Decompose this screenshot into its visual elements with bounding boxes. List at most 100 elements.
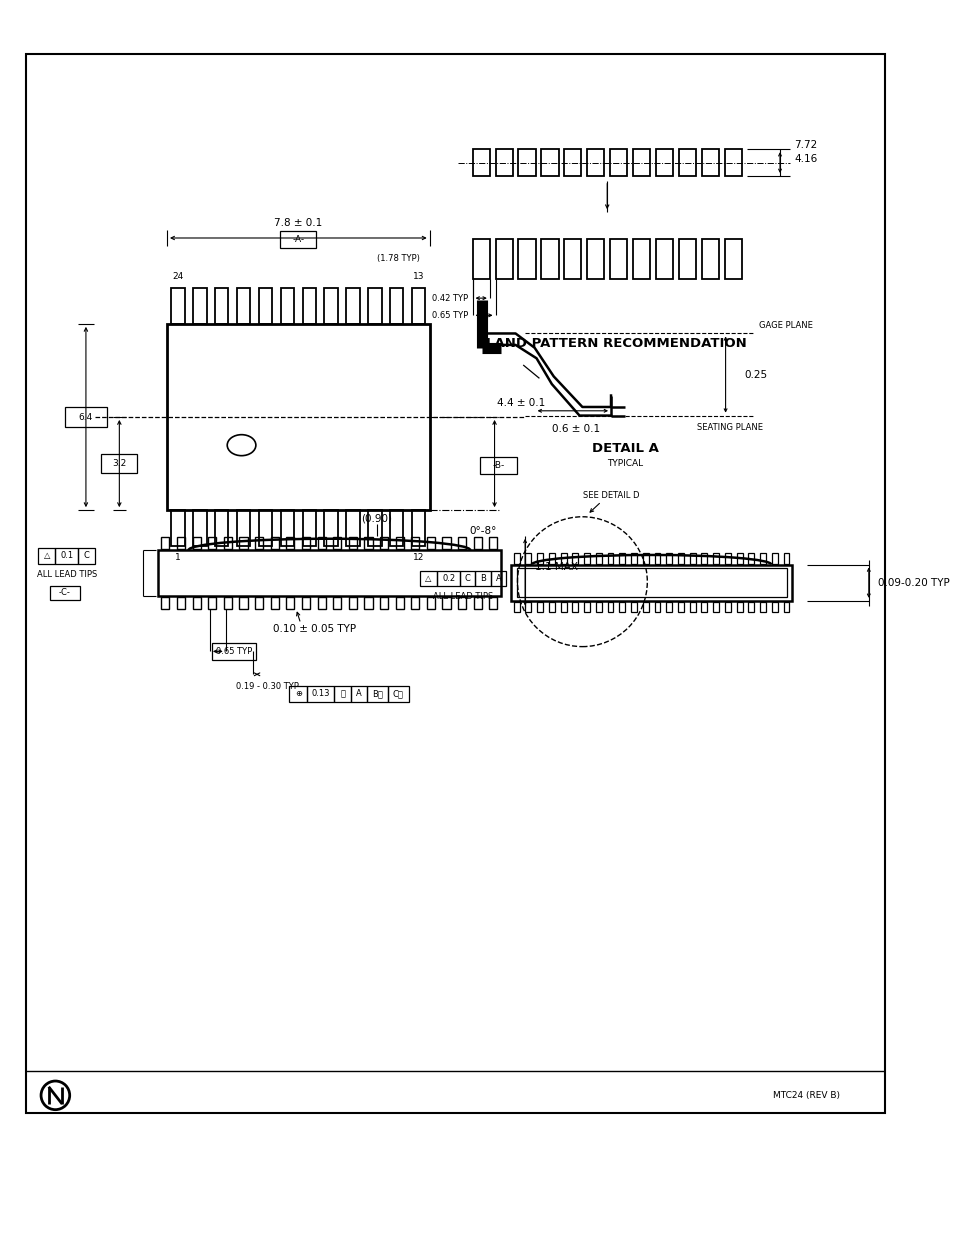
Bar bbox=[586, 149, 603, 175]
Bar bbox=[490, 572, 505, 587]
Bar bbox=[236, 510, 250, 546]
Text: 0.19 - 0.30 TYP: 0.19 - 0.30 TYP bbox=[235, 682, 298, 692]
Bar bbox=[537, 601, 542, 613]
Text: ALL LEAD TIPS: ALL LEAD TIPS bbox=[433, 593, 493, 601]
Bar bbox=[286, 597, 294, 609]
Bar bbox=[50, 585, 80, 600]
Bar bbox=[172, 510, 185, 546]
Bar bbox=[642, 553, 648, 563]
Bar bbox=[101, 454, 137, 473]
Bar bbox=[771, 601, 777, 613]
Bar bbox=[782, 601, 789, 613]
Bar bbox=[517, 238, 535, 279]
Bar bbox=[472, 149, 489, 175]
Bar bbox=[161, 597, 170, 609]
Bar bbox=[700, 553, 706, 563]
Bar bbox=[254, 537, 263, 550]
Bar bbox=[560, 553, 566, 563]
Bar bbox=[654, 553, 659, 563]
Bar bbox=[324, 510, 337, 546]
Bar bbox=[411, 597, 419, 609]
Bar bbox=[364, 537, 372, 550]
Bar bbox=[548, 553, 555, 563]
Text: DETAIL A: DETAIL A bbox=[591, 442, 659, 456]
Bar bbox=[654, 601, 659, 613]
Bar bbox=[516, 568, 786, 597]
Text: GAGE PLANE: GAGE PLANE bbox=[759, 321, 812, 330]
Bar bbox=[390, 288, 403, 324]
Bar bbox=[442, 597, 450, 609]
Text: 24: 24 bbox=[172, 272, 183, 280]
Bar bbox=[55, 548, 78, 563]
Bar bbox=[607, 601, 613, 613]
Bar bbox=[618, 553, 624, 563]
Text: 13: 13 bbox=[413, 272, 424, 280]
Bar bbox=[208, 597, 216, 609]
Bar bbox=[563, 238, 580, 279]
Bar bbox=[583, 553, 589, 563]
Bar bbox=[700, 601, 706, 613]
Text: A: A bbox=[355, 689, 361, 698]
Bar bbox=[390, 510, 403, 546]
Bar bbox=[618, 601, 624, 613]
Bar bbox=[349, 537, 356, 550]
Bar bbox=[736, 601, 741, 613]
Bar bbox=[724, 553, 730, 563]
Bar bbox=[548, 601, 555, 613]
Text: BⓈ: BⓈ bbox=[372, 689, 382, 698]
Bar bbox=[280, 288, 294, 324]
Bar bbox=[724, 601, 730, 613]
Text: TYPICAL: TYPICAL bbox=[607, 459, 642, 468]
Bar bbox=[387, 685, 408, 701]
Bar bbox=[560, 601, 566, 613]
Text: SEE DETAIL D: SEE DETAIL D bbox=[582, 492, 639, 500]
Bar bbox=[736, 553, 741, 563]
Bar bbox=[157, 550, 500, 597]
Bar bbox=[642, 601, 648, 613]
Bar bbox=[333, 597, 341, 609]
Text: 0.10 ± 0.05 TYP: 0.10 ± 0.05 TYP bbox=[274, 625, 356, 635]
Bar bbox=[161, 537, 170, 550]
Bar bbox=[596, 601, 601, 613]
Bar bbox=[689, 553, 695, 563]
Bar bbox=[419, 572, 436, 587]
Bar bbox=[379, 597, 388, 609]
Bar bbox=[172, 288, 185, 324]
Bar bbox=[193, 288, 207, 324]
Bar bbox=[212, 642, 255, 659]
Bar bbox=[583, 601, 589, 613]
Bar bbox=[609, 149, 627, 175]
Text: 1: 1 bbox=[175, 553, 181, 562]
Bar bbox=[748, 553, 754, 563]
Bar bbox=[607, 553, 613, 563]
Bar bbox=[474, 597, 481, 609]
Bar bbox=[436, 572, 459, 587]
Bar bbox=[656, 149, 673, 175]
Text: 7.8 ± 0.1: 7.8 ± 0.1 bbox=[274, 217, 322, 227]
Bar bbox=[334, 685, 351, 701]
Bar bbox=[609, 238, 627, 279]
Bar bbox=[760, 553, 765, 563]
Bar bbox=[525, 601, 531, 613]
Bar bbox=[193, 537, 200, 550]
Bar bbox=[495, 149, 512, 175]
Bar bbox=[302, 510, 315, 546]
Bar bbox=[26, 54, 884, 1114]
Bar bbox=[301, 537, 310, 550]
Bar bbox=[368, 288, 381, 324]
Bar bbox=[302, 288, 315, 324]
Bar bbox=[630, 553, 637, 563]
Bar bbox=[771, 553, 777, 563]
Text: MTC24 (REV B): MTC24 (REV B) bbox=[772, 1091, 840, 1100]
Bar bbox=[442, 537, 450, 550]
Bar bbox=[630, 601, 637, 613]
Bar bbox=[366, 685, 387, 701]
Bar bbox=[457, 537, 466, 550]
Bar bbox=[495, 238, 512, 279]
Bar bbox=[665, 553, 672, 563]
Text: 12: 12 bbox=[413, 553, 424, 562]
Text: 4.4 ± 0.1: 4.4 ± 0.1 bbox=[497, 398, 545, 408]
Text: 3.2: 3.2 bbox=[112, 459, 127, 468]
Bar bbox=[301, 597, 310, 609]
Text: A: A bbox=[495, 574, 500, 583]
